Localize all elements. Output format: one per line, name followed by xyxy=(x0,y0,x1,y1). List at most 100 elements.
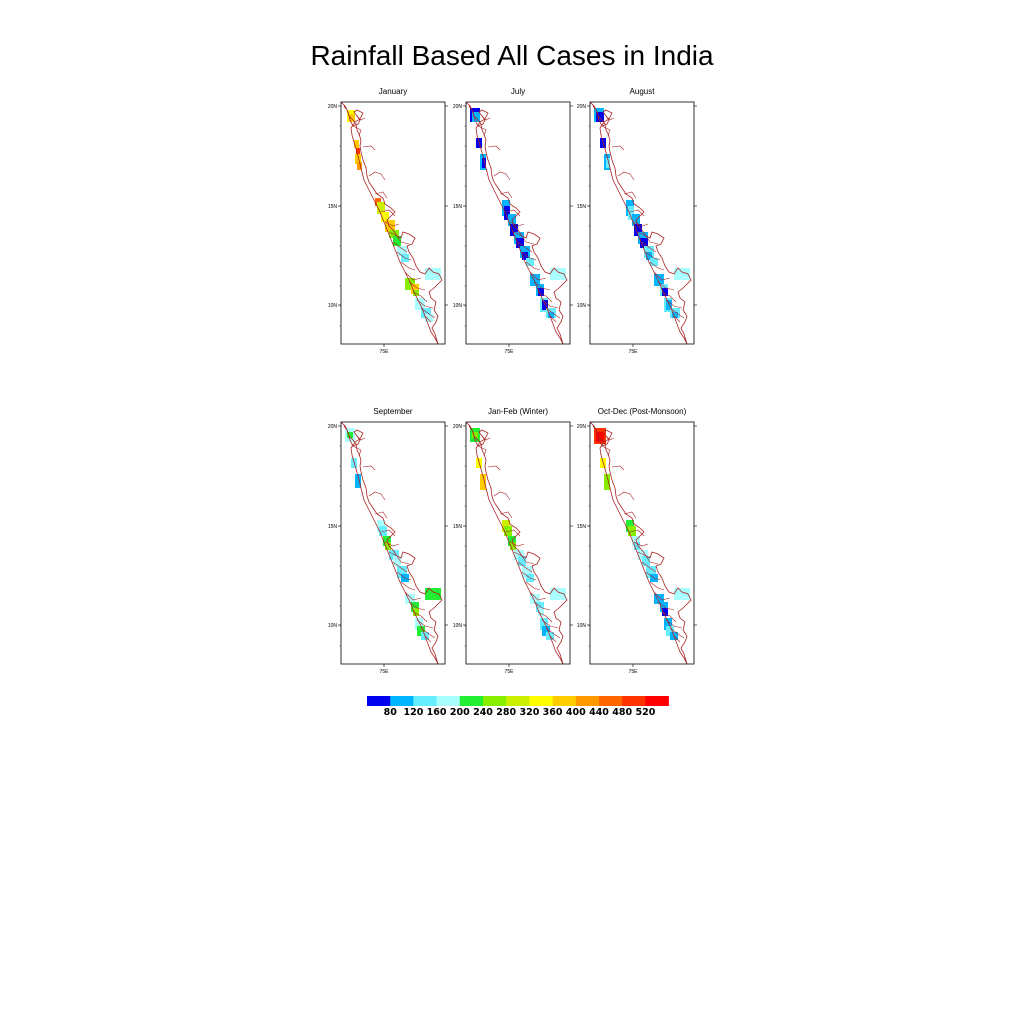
rainfall-cell xyxy=(674,588,690,600)
district-border xyxy=(396,571,412,581)
district-border xyxy=(525,261,541,271)
lat-label: 20N xyxy=(328,424,338,430)
district-border xyxy=(657,601,675,611)
district-border xyxy=(424,635,432,643)
district-border xyxy=(629,529,645,537)
lon-label: 75E xyxy=(629,669,639,675)
colorbar-label: 160 xyxy=(427,707,447,718)
district-border xyxy=(477,125,487,137)
colorbar-label: 480 xyxy=(612,707,632,718)
district-border xyxy=(352,445,362,457)
district-border xyxy=(416,619,434,629)
rainfall-cell xyxy=(405,594,415,604)
panel-title: September xyxy=(373,407,412,416)
district-border xyxy=(537,611,553,623)
district-border xyxy=(420,307,436,319)
lon-label: 75E xyxy=(380,349,390,355)
rainfall-cell xyxy=(518,556,526,566)
rainfall-cell xyxy=(540,618,548,630)
rainfall-cell xyxy=(538,288,544,296)
district-border xyxy=(623,191,637,199)
rainfall-cell xyxy=(514,550,524,560)
rainfall-cell xyxy=(628,526,636,536)
colorbar-label: 440 xyxy=(589,707,609,718)
rainfall-cell xyxy=(389,550,399,560)
rainfall-cell xyxy=(666,626,674,636)
colorbar-label: 240 xyxy=(473,707,493,718)
rainfall-cell xyxy=(421,308,431,318)
rainfall-cell xyxy=(596,432,604,442)
district-border xyxy=(623,511,637,519)
district-border xyxy=(400,261,416,271)
district-border xyxy=(549,315,557,323)
district-border xyxy=(601,125,611,137)
lat-label: 20N xyxy=(328,104,338,110)
district-border xyxy=(499,191,513,199)
district-border xyxy=(368,171,386,181)
district-border xyxy=(629,209,645,217)
rainfall-cell xyxy=(425,314,433,322)
panel-frame xyxy=(465,101,571,345)
colorbar-swatch xyxy=(645,696,669,706)
lat-label: 15N xyxy=(328,204,338,210)
district-border xyxy=(521,251,537,261)
rainfall-cell xyxy=(642,556,650,566)
coastline xyxy=(466,102,568,344)
rainfall-cell xyxy=(354,140,359,148)
district-border xyxy=(374,511,388,519)
district-border xyxy=(380,529,396,537)
rainfall-cell xyxy=(510,542,516,550)
colorbar-label: 320 xyxy=(519,707,539,718)
coastline xyxy=(341,422,443,664)
rainfall-cell xyxy=(516,238,524,248)
colorbar-swatch xyxy=(413,696,437,706)
district-border xyxy=(412,291,428,303)
rainfall-cell xyxy=(425,268,441,280)
map-panel: 20N 15N 10N 75E August xyxy=(577,87,697,355)
district-border xyxy=(605,115,615,121)
rainfall-cell xyxy=(628,206,634,220)
lat-label: 10N xyxy=(577,303,587,309)
rainfall-cell xyxy=(425,588,441,600)
district-border xyxy=(356,115,366,121)
district-border xyxy=(392,561,408,573)
district-border xyxy=(384,221,400,227)
colorbar-label: 200 xyxy=(450,707,470,718)
lat-label: 15N xyxy=(453,204,463,210)
district-border xyxy=(601,445,611,457)
panel-frame xyxy=(340,421,446,665)
lat-label: 15N xyxy=(453,524,463,530)
rainfall-cell xyxy=(357,162,362,170)
map-panel: 20N 15N 10N 75E Jan-Feb (Winter) xyxy=(453,407,573,675)
rainfall-cell xyxy=(393,556,401,566)
rainfall-cell xyxy=(381,212,389,222)
rainfall-cell xyxy=(355,474,361,488)
panel-title: Jan-Feb (Winter) xyxy=(488,407,548,416)
district-border xyxy=(412,611,428,623)
district-border xyxy=(404,591,422,601)
district-border xyxy=(408,281,426,291)
district-border xyxy=(362,465,376,471)
rainfall-cell xyxy=(542,626,550,636)
lon-label: 75E xyxy=(505,669,515,675)
rainfall-cell xyxy=(522,566,532,578)
district-border xyxy=(645,251,661,261)
map-panel: 20N 15N 10N 75E July xyxy=(453,87,573,355)
rainfall-cell xyxy=(646,566,656,578)
rainfall-cell xyxy=(548,312,554,318)
rainfall-cell xyxy=(646,252,652,260)
rainfall-cell xyxy=(650,258,658,266)
district-border xyxy=(505,529,521,537)
rainfall-cell xyxy=(389,230,399,238)
lat-label: 10N xyxy=(328,303,338,309)
district-border xyxy=(661,611,677,623)
district-border xyxy=(481,115,491,121)
rainfall-cell xyxy=(413,608,419,616)
lat-label: 20N xyxy=(453,424,463,430)
district-border xyxy=(513,231,535,245)
district-border xyxy=(649,581,665,591)
panel-title: August xyxy=(630,87,656,96)
panel-title: Oct-Dec (Post-Monsoon) xyxy=(598,407,687,416)
district-border xyxy=(633,541,649,547)
